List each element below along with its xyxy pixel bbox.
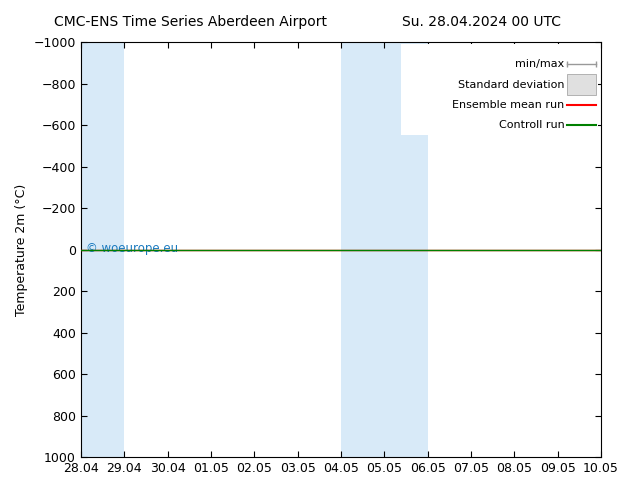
Bar: [401, 44, 598, 135]
Text: min/max: min/max: [515, 59, 565, 70]
Bar: [567, 74, 596, 95]
Bar: [341, 42, 428, 457]
Text: Controll run: Controll run: [499, 121, 565, 130]
Y-axis label: Temperature 2m (°C): Temperature 2m (°C): [15, 183, 28, 316]
Text: Standard deviation: Standard deviation: [458, 80, 565, 90]
Text: Su. 28.04.2024 00 UTC: Su. 28.04.2024 00 UTC: [403, 15, 561, 29]
Text: CMC-ENS Time Series Aberdeen Airport: CMC-ENS Time Series Aberdeen Airport: [54, 15, 327, 29]
Bar: [81, 42, 124, 457]
Text: Ensemble mean run: Ensemble mean run: [453, 100, 565, 110]
Text: © woeurope.eu: © woeurope.eu: [86, 242, 178, 255]
